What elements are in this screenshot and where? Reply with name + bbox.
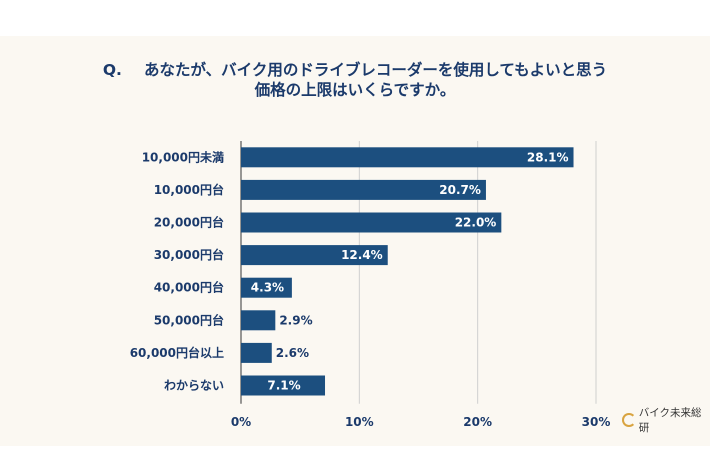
bar: [241, 310, 276, 331]
title-prefix: Q.: [102, 61, 122, 79]
category-label: 20,000円台: [154, 215, 224, 230]
category-label: 10,000円台: [154, 182, 224, 197]
title-line-1: Q. あなたが、バイク用のドライブレコーダーを使用してもよいと思う: [0, 60, 710, 80]
data-label: 28.1%: [527, 150, 569, 164]
data-label: 20.7%: [439, 183, 481, 197]
bar: [241, 245, 388, 266]
brand-logo: バイク未来総研: [622, 407, 710, 434]
bar: [241, 375, 326, 396]
data-label: 2.9%: [279, 313, 312, 327]
category-label: 10,000円未満: [142, 149, 224, 164]
category-label: わからない: [164, 379, 224, 393]
logo-icon: [622, 413, 636, 427]
x-tick-label: 10%: [345, 415, 374, 429]
bar: [241, 147, 574, 168]
title-line-2: 価格の上限はいくらですか。: [254, 81, 456, 99]
data-label: 22.0%: [455, 216, 497, 230]
category-label: 30,000円台: [154, 247, 224, 262]
data-label: 7.1%: [267, 379, 300, 393]
chart-card: [0, 36, 710, 446]
logo-text: バイク未来総研: [638, 407, 702, 434]
data-label: 4.3%: [251, 281, 284, 295]
data-label: 2.6%: [276, 346, 309, 360]
category-label: 40,000円台: [154, 280, 224, 295]
data-label: 12.4%: [341, 248, 383, 262]
x-tick-label: 30%: [582, 415, 611, 429]
bar: [241, 212, 502, 233]
category-label: 50,000円台: [154, 312, 224, 327]
title-text-1: あなたが、バイク用のドライブレコーダーを使用してもよいと思う: [143, 61, 608, 79]
bar: [241, 277, 292, 298]
bar: [241, 342, 272, 363]
category-label: 60,000円台以上: [130, 345, 224, 360]
chart-title: Q. あなたが、バイク用のドライブレコーダーを使用してもよいと思う 価格の上限はい…: [0, 60, 710, 100]
x-tick-label: 0%: [231, 415, 251, 429]
bar: [241, 179, 486, 200]
x-tick-label: 20%: [463, 415, 492, 429]
